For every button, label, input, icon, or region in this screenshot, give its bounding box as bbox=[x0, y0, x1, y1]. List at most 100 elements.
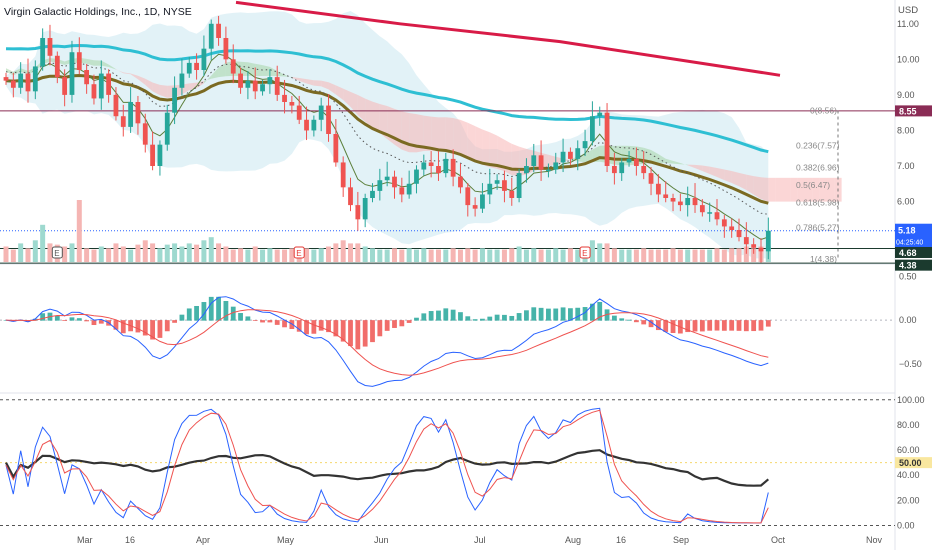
volume-bar[interactable] bbox=[479, 248, 485, 262]
macd-histogram-bar[interactable] bbox=[230, 306, 236, 321]
volume-bar[interactable] bbox=[120, 246, 126, 263]
macd-histogram-bar[interactable] bbox=[392, 320, 397, 328]
candle[interactable] bbox=[282, 79, 287, 114]
candle[interactable] bbox=[25, 58, 31, 103]
candle[interactable] bbox=[494, 174, 500, 190]
candle[interactable] bbox=[641, 151, 647, 180]
volume-bar[interactable] bbox=[428, 249, 434, 262]
candle[interactable] bbox=[619, 158, 625, 181]
candle[interactable] bbox=[201, 35, 207, 77]
candle[interactable] bbox=[120, 104, 126, 137]
macd-histogram-bar[interactable] bbox=[120, 320, 126, 334]
volume-bar[interactable] bbox=[267, 248, 273, 262]
volume-bar[interactable] bbox=[619, 249, 625, 262]
volume-bar[interactable] bbox=[186, 243, 192, 262]
macd-histogram-bar[interactable] bbox=[721, 320, 727, 331]
volume-bar[interactable] bbox=[245, 249, 251, 262]
macd-histogram-bar[interactable] bbox=[274, 320, 280, 325]
macd-histogram-bar[interactable] bbox=[223, 300, 229, 321]
macd-histogram-bar[interactable] bbox=[633, 320, 639, 323]
volume-bar[interactable] bbox=[604, 243, 610, 262]
macd-histogram-bar[interactable] bbox=[538, 307, 544, 321]
volume-bar[interactable] bbox=[91, 249, 97, 262]
volume-bar[interactable] bbox=[736, 248, 742, 262]
macd-histogram-bar[interactable] bbox=[216, 296, 221, 321]
candle[interactable] bbox=[458, 163, 463, 194]
macd-histogram-bar[interactable] bbox=[113, 320, 119, 330]
volume-bar[interactable] bbox=[391, 248, 397, 262]
macd-histogram-bar[interactable] bbox=[458, 312, 463, 321]
candle[interactable] bbox=[84, 63, 90, 94]
candle[interactable] bbox=[157, 140, 163, 176]
candle[interactable] bbox=[164, 104, 170, 151]
earnings-marker[interactable]: E bbox=[51, 246, 63, 259]
volume-bar[interactable] bbox=[472, 249, 478, 262]
price-badge-level-a[interactable]: 4.68 bbox=[895, 246, 932, 258]
macd-histogram-bar[interactable] bbox=[575, 307, 581, 321]
macd-histogram-bar[interactable] bbox=[76, 318, 82, 321]
macd-line[interactable] bbox=[5, 296, 769, 387]
macd-histogram-bar[interactable] bbox=[186, 308, 192, 321]
macd-histogram-bar[interactable] bbox=[487, 316, 493, 321]
volume-bar[interactable] bbox=[362, 246, 368, 263]
volume-bar[interactable] bbox=[32, 240, 38, 262]
volume-bar[interactable] bbox=[443, 249, 449, 262]
volume-bar[interactable] bbox=[106, 248, 112, 262]
candle[interactable] bbox=[18, 62, 24, 94]
candle[interactable] bbox=[663, 181, 669, 203]
candle[interactable] bbox=[348, 177, 353, 212]
macd-histogram-bar[interactable] bbox=[282, 320, 287, 328]
macd-histogram-bar[interactable] bbox=[377, 320, 383, 337]
candle[interactable] bbox=[252, 67, 258, 100]
macd-histogram-bar[interactable] bbox=[480, 318, 485, 321]
price-axis[interactable]: 11.0010.009.008.007.006.005.008.555.1804… bbox=[895, 19, 932, 531]
candle[interactable] bbox=[355, 191, 361, 231]
volume-bar[interactable] bbox=[465, 248, 471, 262]
oscillator-panel[interactable] bbox=[0, 399, 895, 526]
macd-histogram-bar[interactable] bbox=[384, 320, 390, 331]
macd-histogram-bar[interactable] bbox=[304, 320, 309, 335]
volume-bar[interactable] bbox=[567, 248, 573, 262]
candle[interactable] bbox=[106, 69, 112, 103]
volume-bar[interactable] bbox=[289, 248, 295, 262]
candle[interactable] bbox=[487, 168, 493, 205]
candle[interactable] bbox=[560, 138, 566, 173]
earnings-marker[interactable]: E bbox=[579, 246, 591, 259]
macd-histogram-bar[interactable] bbox=[267, 320, 273, 323]
candle[interactable] bbox=[40, 28, 46, 71]
candle[interactable] bbox=[685, 186, 691, 217]
candle[interactable] bbox=[575, 140, 581, 171]
candle[interactable] bbox=[142, 113, 148, 153]
volume-bar[interactable] bbox=[142, 240, 148, 262]
macd-histogram-bar[interactable] bbox=[670, 320, 676, 333]
moving-average-fast-line[interactable] bbox=[5, 43, 769, 154]
volume-bar[interactable] bbox=[172, 243, 178, 262]
volume-bar[interactable] bbox=[194, 244, 200, 262]
candle[interactable] bbox=[267, 69, 273, 94]
macd-histogram-bar[interactable] bbox=[318, 320, 324, 331]
macd-histogram-bar[interactable] bbox=[201, 302, 207, 321]
macd-histogram-bar[interactable] bbox=[663, 320, 669, 332]
volume-bar[interactable] bbox=[230, 249, 236, 262]
macd-histogram-bar[interactable] bbox=[414, 317, 419, 321]
candle[interactable] bbox=[384, 161, 390, 187]
macd-histogram-bar[interactable] bbox=[428, 311, 434, 321]
candle[interactable] bbox=[692, 183, 698, 213]
volume-bar[interactable] bbox=[677, 249, 683, 262]
candle[interactable] bbox=[524, 158, 529, 183]
volume-bar[interactable] bbox=[670, 248, 676, 262]
candle[interactable] bbox=[274, 65, 280, 101]
volume-bar[interactable] bbox=[699, 249, 705, 262]
macd-histogram-bar[interactable] bbox=[524, 310, 529, 321]
time-axis[interactable]: Mar 16 Apr May Jun Jul Aug 16 Sep Oct Nov bbox=[77, 535, 883, 545]
candle[interactable] bbox=[582, 129, 588, 157]
candle[interactable] bbox=[670, 193, 676, 212]
candle[interactable] bbox=[480, 183, 485, 213]
candle[interactable] bbox=[509, 177, 515, 206]
volume-bar[interactable] bbox=[494, 249, 500, 262]
macd-histogram-bar[interactable] bbox=[758, 320, 764, 331]
candle[interactable] bbox=[626, 151, 632, 167]
macd-histogram-bar[interactable] bbox=[311, 320, 317, 334]
volume-bar[interactable] bbox=[406, 248, 412, 262]
candle[interactable] bbox=[362, 193, 368, 228]
